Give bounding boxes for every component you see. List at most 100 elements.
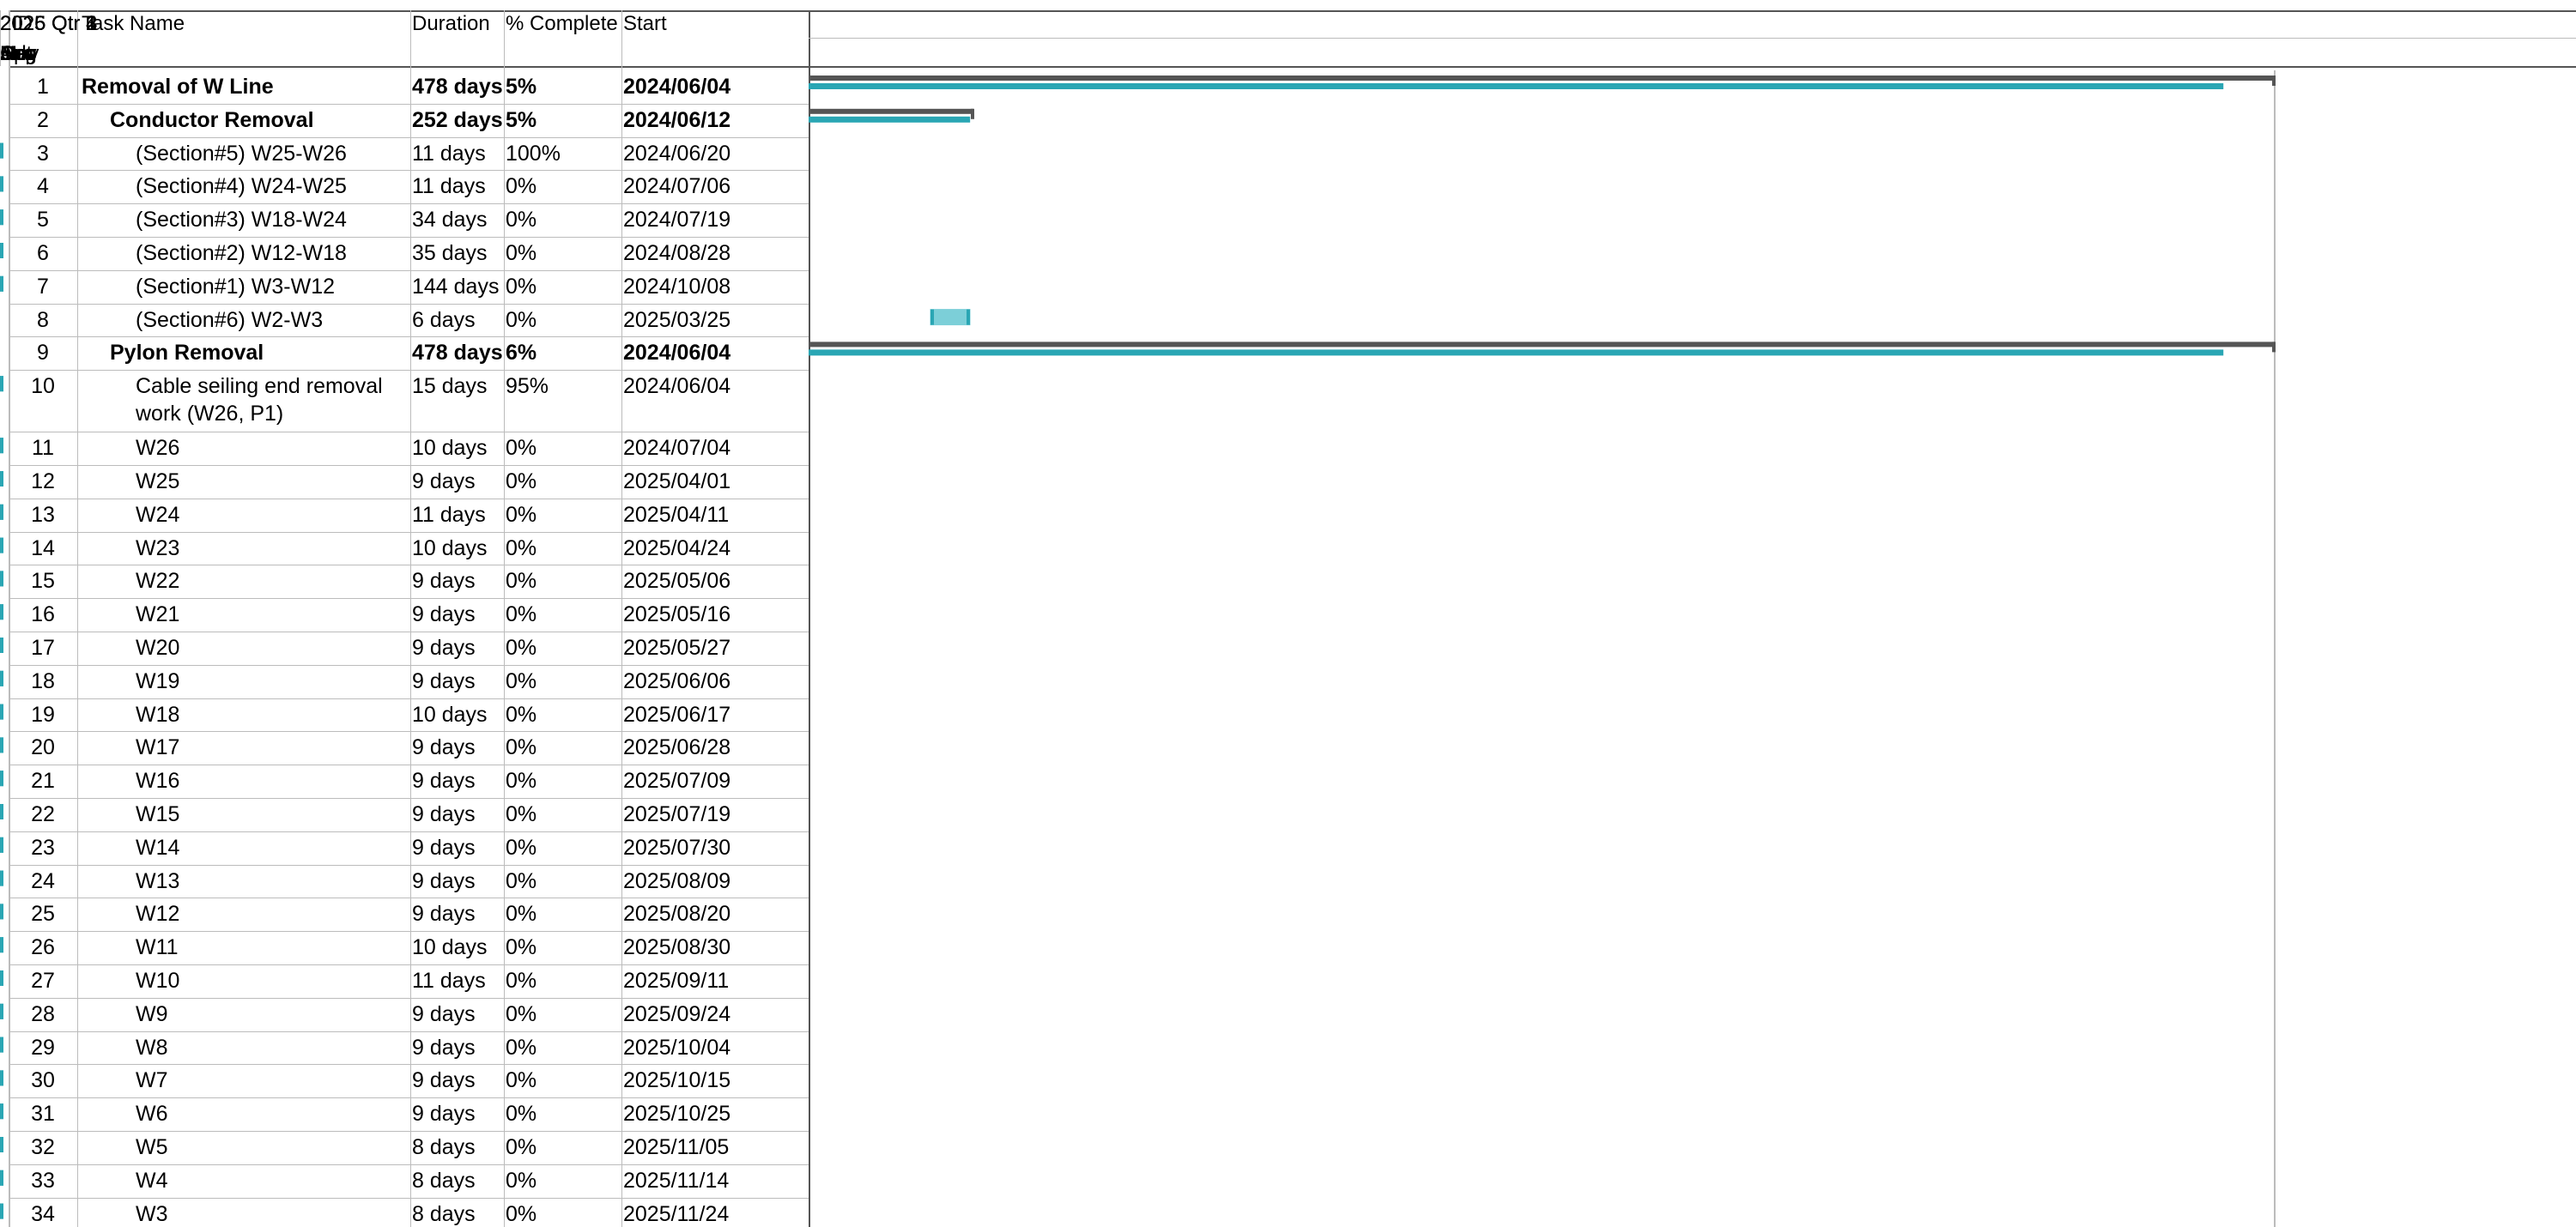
task-start-date[interactable]: 2025/07/09: [623, 769, 731, 794]
task-start-date[interactable]: 2024/08/28: [623, 241, 731, 265]
task-start-date[interactable]: 2024/07/04: [623, 436, 731, 461]
task-start-date[interactable]: 2025/04/24: [623, 535, 731, 560]
task-name[interactable]: Cable seiling end removal: [136, 374, 383, 399]
task-start-date[interactable]: 2024/10/08: [623, 274, 731, 299]
task-start-date[interactable]: 2024/06/04: [623, 341, 731, 366]
task-duration[interactable]: 6 days: [412, 307, 476, 332]
task-duration[interactable]: 9 days: [412, 1035, 476, 1060]
task-name[interactable]: W22: [136, 569, 180, 594]
task-percent-complete[interactable]: 0%: [506, 1135, 537, 1159]
task-duration[interactable]: 9 days: [412, 469, 476, 493]
task-percent-complete[interactable]: 100%: [506, 141, 561, 166]
task-duration[interactable]: 478 days: [412, 341, 503, 366]
task-name[interactable]: W12: [136, 902, 180, 927]
task-duration[interactable]: 11 days: [412, 174, 486, 199]
task-name[interactable]: (Section#4) W24-W25: [136, 174, 347, 199]
task-duration[interactable]: 478 days: [412, 75, 503, 99]
task-start-date[interactable]: 2025/10/15: [623, 1068, 731, 1093]
task-duration[interactable]: 8 days: [412, 1201, 476, 1226]
task-name[interactable]: W23: [136, 535, 180, 560]
task-percent-complete[interactable]: 0%: [506, 307, 537, 332]
task-duration[interactable]: 8 days: [412, 1135, 476, 1159]
task-name[interactable]: W16: [136, 769, 180, 794]
task-name[interactable]: W7: [136, 1068, 168, 1093]
task-duration[interactable]: 9 days: [412, 835, 476, 860]
task-name[interactable]: W10: [136, 969, 180, 993]
task-start-date[interactable]: 2025/11/05: [623, 1135, 730, 1159]
task-start-date[interactable]: 2025/10/25: [623, 1102, 731, 1127]
task-start-date[interactable]: 2024/07/06: [623, 174, 731, 199]
task-start-date[interactable]: 2025/04/11: [623, 502, 730, 527]
task-percent-complete[interactable]: 0%: [506, 1201, 537, 1226]
task-name[interactable]: W19: [136, 668, 180, 693]
task-start-date[interactable]: 2025/08/20: [623, 902, 731, 927]
task-percent-complete[interactable]: 0%: [506, 1168, 537, 1193]
task-name[interactable]: W20: [136, 636, 180, 660]
task-percent-complete[interactable]: 0%: [506, 1102, 537, 1127]
task-duration[interactable]: 9 days: [412, 569, 476, 594]
task-name[interactable]: W17: [136, 735, 180, 760]
task-duration[interactable]: 9 days: [412, 902, 476, 927]
task-name[interactable]: (Section#2) W12-W18: [136, 241, 347, 265]
task-name[interactable]: W4: [136, 1168, 168, 1193]
task-duration[interactable]: 10 days: [412, 535, 488, 560]
task-name[interactable]: W8: [136, 1035, 168, 1060]
task-start-date[interactable]: 2025/09/11: [623, 969, 730, 993]
task-start-date[interactable]: 2025/05/16: [623, 602, 731, 627]
task-percent-complete[interactable]: 0%: [506, 502, 537, 527]
task-percent-complete[interactable]: 0%: [506, 602, 537, 627]
task-duration[interactable]: 10 days: [412, 935, 488, 960]
task-duration[interactable]: 15 days: [412, 374, 488, 399]
task-percent-complete[interactable]: 0%: [506, 1035, 537, 1060]
task-percent-complete[interactable]: 6%: [506, 341, 537, 366]
column-header-duration[interactable]: Duration: [412, 12, 490, 35]
task-duration[interactable]: 9 days: [412, 602, 476, 627]
task-duration[interactable]: 144 days: [412, 274, 500, 299]
task-duration[interactable]: 10 days: [412, 702, 488, 727]
task-percent-complete[interactable]: 0%: [506, 668, 537, 693]
task-start-date[interactable]: 2025/07/19: [623, 802, 731, 826]
task-percent-complete[interactable]: 0%: [506, 1001, 537, 1026]
task-percent-complete[interactable]: 0%: [506, 535, 537, 560]
task-duration[interactable]: 11 days: [412, 969, 486, 993]
column-header-pct[interactable]: % Complete: [506, 12, 618, 35]
task-name[interactable]: W11: [136, 935, 179, 960]
task-percent-complete[interactable]: 5%: [506, 107, 537, 132]
task-name[interactable]: W13: [136, 868, 180, 893]
task-percent-complete[interactable]: 95%: [506, 374, 549, 399]
summary-task-name[interactable]: Conductor Removal: [110, 107, 314, 132]
task-start-date[interactable]: 2025/11/24: [623, 1201, 730, 1226]
task-percent-complete[interactable]: 5%: [506, 75, 537, 99]
task-name[interactable]: W18: [136, 702, 180, 727]
task-start-date[interactable]: 2024/06/12: [623, 107, 731, 132]
task-duration[interactable]: 9 days: [412, 636, 476, 660]
column-header-name[interactable]: Task Name: [82, 12, 185, 35]
task-percent-complete[interactable]: 0%: [506, 802, 537, 826]
task-duration[interactable]: 9 days: [412, 802, 476, 826]
column-header-id[interactable]: ID: [12, 12, 33, 35]
task-percent-complete[interactable]: 0%: [506, 208, 537, 233]
task-name[interactable]: W3: [136, 1201, 168, 1226]
task-percent-complete[interactable]: 0%: [506, 469, 537, 493]
task-percent-complete[interactable]: 0%: [506, 735, 537, 760]
task-percent-complete[interactable]: 0%: [506, 769, 537, 794]
task-name[interactable]: W25: [136, 469, 180, 493]
task-duration[interactable]: 34 days: [412, 208, 488, 233]
task-start-date[interactable]: 2025/09/24: [623, 1001, 731, 1026]
task-percent-complete[interactable]: 0%: [506, 241, 537, 265]
summary-task-name[interactable]: Pylon Removal: [110, 341, 264, 366]
task-name[interactable]: (Section#5) W25-W26: [136, 141, 347, 166]
task-percent-complete[interactable]: 0%: [506, 636, 537, 660]
task-duration[interactable]: 9 days: [412, 735, 476, 760]
task-percent-complete[interactable]: 0%: [506, 868, 537, 893]
task-start-date[interactable]: 2024/06/04: [623, 75, 731, 99]
task-percent-complete[interactable]: 0%: [506, 569, 537, 594]
task-percent-complete[interactable]: 0%: [506, 1068, 537, 1093]
task-name[interactable]: W14: [136, 835, 180, 860]
task-duration[interactable]: 35 days: [412, 241, 488, 265]
task-duration[interactable]: 11 days: [412, 502, 486, 527]
task-start-date[interactable]: 2025/06/06: [623, 668, 731, 693]
task-start-date[interactable]: 2025/11/14: [623, 1168, 730, 1193]
task-duration[interactable]: 9 days: [412, 868, 476, 893]
task-name[interactable]: W6: [136, 1102, 168, 1127]
